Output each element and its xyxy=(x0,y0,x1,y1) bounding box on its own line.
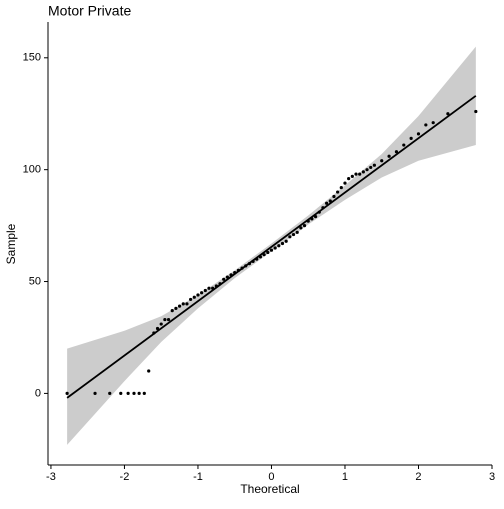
point xyxy=(339,185,343,190)
point xyxy=(218,282,222,286)
point xyxy=(247,262,252,266)
point xyxy=(354,172,358,176)
point xyxy=(474,109,478,114)
point xyxy=(142,391,146,396)
point xyxy=(240,266,244,270)
point xyxy=(350,174,354,178)
point xyxy=(313,215,318,219)
point xyxy=(255,257,259,261)
point xyxy=(380,159,384,163)
y-tick-label: 100 xyxy=(23,164,41,176)
point xyxy=(132,391,136,396)
point xyxy=(108,391,112,396)
point xyxy=(328,199,332,203)
x-axis-label: Theoretical xyxy=(240,482,299,496)
y-tick-label: 0 xyxy=(35,387,41,399)
point xyxy=(185,302,189,306)
point xyxy=(269,248,274,252)
point xyxy=(251,259,255,263)
point xyxy=(394,150,399,154)
point xyxy=(200,291,204,295)
point xyxy=(65,391,69,396)
point xyxy=(302,224,307,228)
point xyxy=(155,326,160,331)
point xyxy=(147,369,151,373)
point xyxy=(266,250,270,255)
x-tick-label: -2 xyxy=(120,471,130,483)
point xyxy=(203,288,207,293)
point xyxy=(126,391,130,396)
point xyxy=(222,277,226,281)
point xyxy=(295,230,299,234)
point xyxy=(291,232,296,237)
point xyxy=(369,165,373,170)
point xyxy=(229,273,233,277)
point xyxy=(159,322,163,326)
point xyxy=(211,286,215,290)
point xyxy=(181,302,185,306)
point xyxy=(163,317,167,322)
point xyxy=(317,210,321,214)
point xyxy=(387,154,391,158)
point xyxy=(402,143,406,147)
point xyxy=(262,253,266,257)
point xyxy=(225,275,229,279)
point xyxy=(170,309,174,313)
point xyxy=(174,306,178,310)
point xyxy=(446,112,450,116)
point xyxy=(207,286,211,290)
x-tick-label: 2 xyxy=(415,471,421,483)
y-tick-label: 150 xyxy=(23,52,41,64)
point xyxy=(284,239,288,243)
point xyxy=(93,391,97,396)
y-axis-label: Sample xyxy=(4,223,18,264)
x-tick-label: 1 xyxy=(342,471,348,483)
point xyxy=(424,123,428,127)
point xyxy=(166,317,171,322)
point xyxy=(321,206,325,210)
point xyxy=(258,255,263,259)
point xyxy=(152,331,156,335)
point xyxy=(299,226,303,230)
point xyxy=(365,168,369,172)
point xyxy=(277,244,281,248)
point xyxy=(332,194,336,199)
point xyxy=(288,235,292,239)
point xyxy=(273,246,277,250)
point xyxy=(192,295,196,299)
point xyxy=(409,136,413,140)
point xyxy=(347,177,351,181)
point xyxy=(233,270,237,275)
point xyxy=(189,297,193,302)
y-tick-label: 50 xyxy=(29,275,41,287)
chart-title: Motor Private xyxy=(48,3,131,19)
point xyxy=(236,268,240,272)
point xyxy=(196,293,200,297)
point xyxy=(336,190,340,194)
point xyxy=(416,132,421,136)
reference-line xyxy=(66,95,477,399)
point xyxy=(343,181,347,185)
x-tick-label: 3 xyxy=(489,471,495,483)
x-tick-label: -1 xyxy=(193,471,203,483)
point xyxy=(244,264,248,268)
point xyxy=(306,219,310,223)
x-tick-label: -3 xyxy=(46,471,56,483)
point xyxy=(119,391,123,396)
point xyxy=(137,391,141,396)
point xyxy=(372,163,376,167)
point xyxy=(310,217,314,221)
point xyxy=(358,172,362,176)
point xyxy=(280,241,285,246)
point xyxy=(431,121,435,125)
point xyxy=(361,170,365,174)
x-tick-label: 0 xyxy=(268,471,274,483)
point xyxy=(177,304,182,308)
point xyxy=(214,284,218,288)
point xyxy=(325,201,329,205)
